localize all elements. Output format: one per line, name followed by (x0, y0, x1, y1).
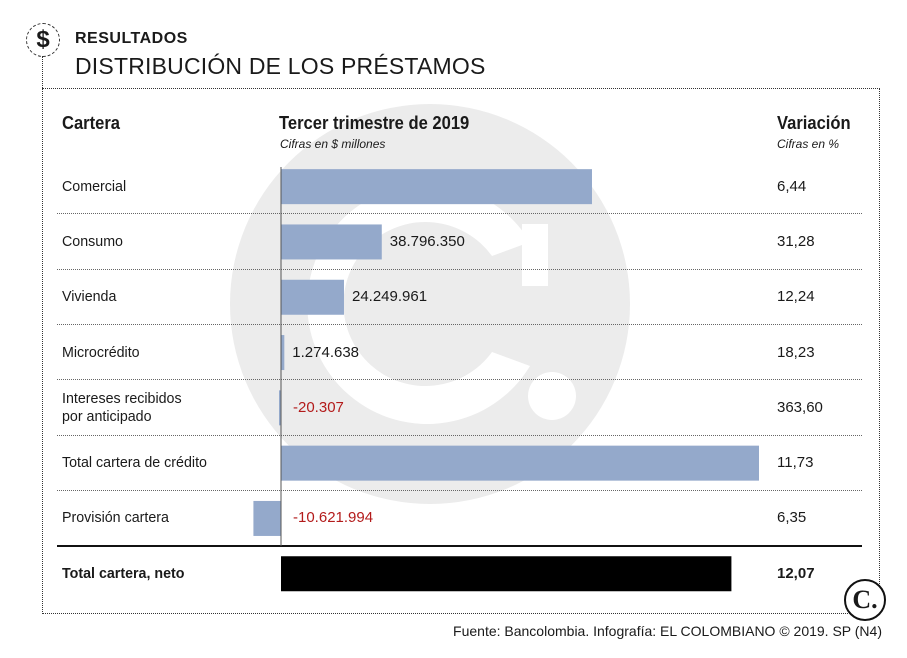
row-label: Microcrédito (62, 344, 140, 362)
variation-value: 12,07 (777, 564, 815, 582)
row-label-line: por anticipado (62, 407, 152, 425)
section-kicker: RESULTADOS (75, 30, 188, 47)
row-label: Total cartera, neto (62, 565, 184, 583)
bar (281, 335, 285, 371)
row-label-line: Microcrédito (62, 343, 140, 361)
row-label-line: Total cartera, neto (62, 564, 185, 582)
dollar-icon: $ (26, 23, 60, 57)
row-label: Vivienda (62, 288, 116, 306)
row-label-line: Consumo (62, 232, 123, 250)
value-label: 38.796.350 (389, 232, 465, 250)
value-label: 1.274.638 (292, 343, 360, 361)
variation-value: 12,24 (777, 288, 815, 306)
row-label-line: Provisión cartera (62, 509, 169, 527)
row-label-line: Comercial (62, 177, 127, 195)
row-label: Consumo (62, 233, 123, 251)
variation-value: 18,23 (777, 343, 815, 361)
row-label-line: Intereses recibidos (62, 389, 182, 407)
column-header-variation: Variación (777, 113, 851, 133)
row-separator (57, 434, 862, 436)
bar (281, 556, 732, 592)
row-label: Provisión cartera (62, 509, 169, 527)
row-separator (57, 545, 862, 548)
row-separator (57, 268, 862, 270)
source-note: Fuente: Bancolombia. Infografía: EL COLO… (453, 623, 882, 639)
value-label: -10.621.994 (293, 509, 374, 527)
row-label-line: Vivienda (62, 288, 117, 306)
bar (279, 390, 281, 426)
column-header-period: Tercer trimestre de 2019 (279, 113, 470, 133)
variation-value: 6,35 (777, 509, 807, 527)
value-label: 24.249.961 (351, 288, 428, 306)
variation-value: 11,73 (777, 454, 814, 472)
variation-value: 363,60 (777, 398, 823, 416)
el-colombiano-logo: C. (844, 579, 886, 621)
bar (281, 445, 759, 481)
dotted-connector (42, 56, 43, 88)
variation-value: 6,44 (777, 177, 807, 195)
bar (253, 500, 281, 536)
bar (281, 169, 592, 205)
row-label: Intereses recibidos por anticipado (62, 390, 182, 426)
bar (281, 224, 382, 260)
period-units: Cifras en $ millones (280, 137, 386, 151)
row-separator (57, 489, 862, 491)
row-separator (57, 323, 862, 325)
chart-frame (42, 88, 880, 614)
column-header-cartera: Cartera (62, 113, 121, 133)
row-label-line: Total cartera de crédito (62, 454, 207, 472)
row-separator (57, 213, 862, 215)
variation-units: Cifras en % (777, 137, 840, 151)
row-separator (57, 379, 862, 381)
row-label: Comercial (62, 178, 126, 196)
value-label: -20.307 (293, 398, 344, 416)
row-label: Total cartera de crédito (62, 454, 207, 472)
page-title: DISTRIBUCIÓN DE LOS PRÉSTAMOS (75, 53, 486, 79)
bar (281, 279, 344, 315)
variation-value: 31,28 (777, 232, 815, 250)
